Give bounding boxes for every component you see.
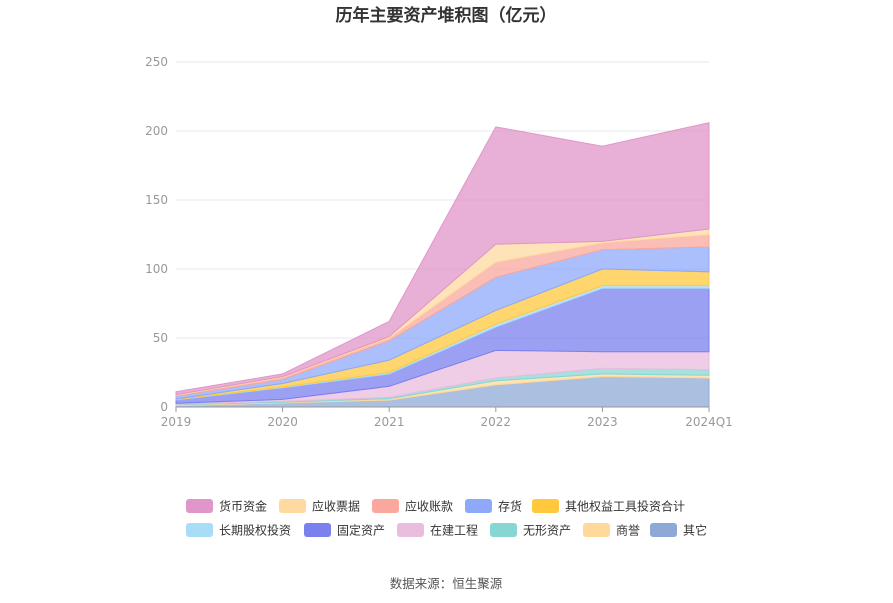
legend-swatch — [650, 523, 677, 537]
x-tick-label: 2020 — [267, 415, 298, 429]
legend-label: 商誉 — [616, 523, 640, 538]
legend-swatch — [583, 523, 610, 537]
data-source: 数据来源：恒生聚源 — [390, 576, 503, 591]
x-tick-label: 2023 — [587, 415, 618, 429]
legend-item: 长期股权投资 — [186, 523, 291, 538]
legend-item: 其他权益工具投资合计 — [532, 499, 685, 514]
legend-label: 在建工程 — [430, 523, 478, 538]
x-tick-label: 2019 — [161, 415, 192, 429]
legend-swatch — [304, 523, 331, 537]
legend-item: 在建工程 — [397, 523, 478, 538]
x-tick-label: 2022 — [481, 415, 512, 429]
y-tick-label: 0 — [160, 400, 168, 414]
legend-label: 其他权益工具投资合计 — [565, 499, 685, 514]
legend-label: 长期股权投资 — [219, 523, 291, 538]
chart-title: 历年主要资产堆积图（亿元） — [336, 5, 557, 26]
legend-label: 固定资产 — [337, 523, 385, 538]
legend-label: 应收票据 — [312, 499, 360, 514]
legend-label: 存货 — [498, 499, 522, 514]
x-tick-label: 2021 — [374, 415, 405, 429]
y-tick-label: 150 — [145, 193, 168, 207]
legend-swatch — [186, 499, 213, 513]
legend-item: 存货 — [465, 499, 522, 514]
legend-swatch — [490, 523, 517, 537]
y-tick-label: 200 — [145, 124, 168, 138]
x-tick-label: 2024Q1 — [685, 415, 733, 429]
x-axis: 2019 2020 2021 2022 2023 2024Q1 — [161, 406, 733, 429]
legend-item: 固定资产 — [304, 523, 385, 538]
legend-swatch — [397, 523, 424, 537]
legend-label: 无形资产 — [523, 524, 571, 538]
area-货币资金 — [175, 122, 710, 396]
legend-item: 应收账款 — [372, 499, 453, 514]
legend-label: 应收账款 — [405, 499, 453, 514]
y-tick-label: 250 — [145, 55, 168, 69]
legend-item: 其它 — [650, 523, 707, 538]
y-tick-label: 50 — [153, 331, 168, 345]
legend-swatch — [372, 499, 399, 513]
legend-item: 商誉 — [583, 523, 640, 538]
area-series — [175, 122, 710, 408]
legend-item: 无形资产 — [490, 523, 571, 538]
y-tick-label: 100 — [145, 262, 168, 276]
legend-item: 应收票据 — [279, 499, 360, 514]
legend-item: 货币资金 — [186, 499, 267, 514]
legend-label: 其它 — [683, 523, 707, 538]
legend-swatch — [465, 499, 492, 513]
legend-label: 货币资金 — [219, 499, 267, 514]
legend-swatch — [532, 499, 559, 513]
legend-swatch — [279, 499, 306, 513]
y-axis: 0 50 100 150 200 250 — [145, 55, 168, 414]
legend-swatch — [186, 523, 213, 537]
